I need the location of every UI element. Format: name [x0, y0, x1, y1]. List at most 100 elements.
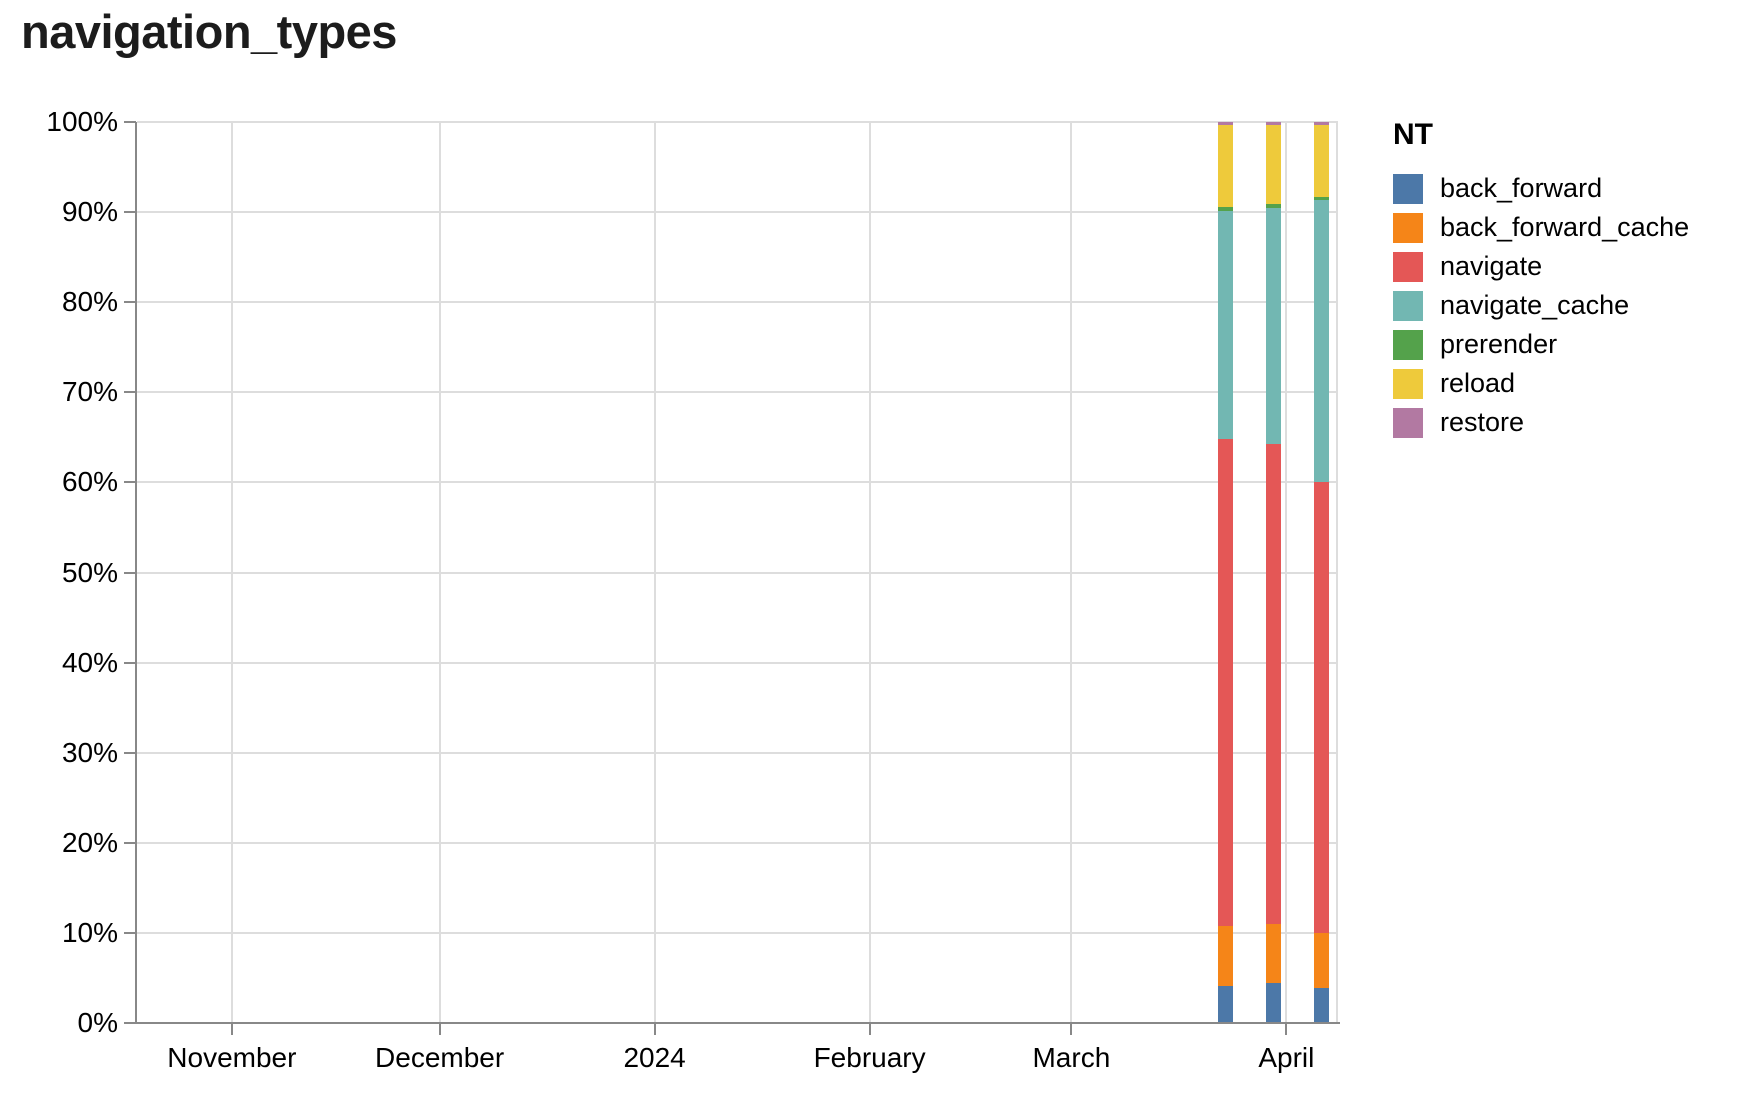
- bar-segment-restore: [1217, 122, 1233, 125]
- y-axis-tick: [124, 481, 136, 484]
- y-axis-tick: [124, 391, 136, 394]
- gridline-vertical: [438, 122, 441, 1023]
- bar-segment-back_forward: [1217, 986, 1233, 1023]
- y-tick-label: 80%: [61, 286, 118, 318]
- bar-segment-back_forward_cache: [1313, 932, 1329, 988]
- legend-item-label: navigate: [1440, 251, 1543, 281]
- gridline-horizontal: [137, 931, 1338, 934]
- y-axis-tick: [124, 1022, 136, 1024]
- bar-segment-restore: [1265, 122, 1281, 125]
- legend-item-back_forward: back_forward: [1393, 169, 1689, 208]
- gridline-vertical: [868, 122, 871, 1023]
- gridline-horizontal: [137, 211, 1338, 214]
- legend-item-label: back_forward_cache: [1440, 212, 1690, 242]
- bar-segment-back_forward_cache: [1217, 925, 1233, 987]
- chart-title: navigation_types: [21, 5, 397, 58]
- legend-swatch-restore: [1393, 407, 1423, 438]
- x-axis-line: [135, 1022, 1340, 1024]
- y-tick-label: 40%: [61, 646, 118, 678]
- bar-segment-navigate_cache: [1265, 207, 1281, 444]
- legend-swatch-reload: [1393, 368, 1423, 399]
- legend-items: back_forward back_forward_cache navigate na…: [1393, 169, 1689, 442]
- legend-item-label: back_forward: [1440, 173, 1603, 203]
- y-tick-label: 70%: [61, 376, 118, 408]
- legend-item-label: navigate_cache: [1440, 290, 1630, 320]
- y-tick-label: 10%: [61, 916, 118, 948]
- legend-swatch-prerender: [1393, 329, 1423, 360]
- gridline-vertical: [653, 122, 656, 1023]
- bar-segment-restore: [1313, 122, 1329, 125]
- x-axis-tick: [230, 1024, 233, 1035]
- bar-segment-reload: [1265, 124, 1281, 204]
- y-tick-label: 50%: [61, 556, 118, 588]
- gridline-vertical: [1285, 122, 1288, 1023]
- gridline-horizontal: [137, 661, 1338, 664]
- legend-item-label: reload: [1440, 368, 1516, 398]
- gridline-horizontal: [137, 841, 1338, 844]
- y-axis-tick: [124, 211, 136, 214]
- plot-area: [137, 121, 1338, 1024]
- y-axis-tick: [124, 931, 136, 934]
- y-tick-label: 90%: [61, 196, 118, 228]
- bar-segment-reload: [1313, 124, 1329, 197]
- y-axis-tick: [124, 661, 136, 664]
- bar-segment-navigate_cache: [1217, 211, 1233, 440]
- bar-segment-navigate: [1313, 482, 1329, 933]
- bar-segment-navigate_cache: [1313, 199, 1329, 483]
- x-tick-label: 2024: [623, 1042, 686, 1073]
- y-tick-label: 100%: [46, 106, 118, 137]
- x-tick-label: February: [813, 1042, 926, 1073]
- x-tick-label: November: [167, 1042, 297, 1073]
- gridline-horizontal: [137, 571, 1338, 574]
- y-tick-label: 20%: [61, 826, 118, 858]
- legend-swatch-navigate_cache: [1393, 290, 1423, 321]
- gridline-vertical: [1070, 122, 1073, 1023]
- y-axis-tick: [124, 841, 136, 844]
- legend-item-restore: restore: [1393, 403, 1689, 442]
- legend-item-back_forward_cache: back_forward_cache: [1393, 208, 1689, 247]
- bar-segment-prerender: [1313, 196, 1329, 200]
- y-tick-label: 0%: [77, 1007, 118, 1038]
- x-tick-label: March: [1032, 1042, 1111, 1073]
- legend-title: NT: [1393, 118, 1433, 151]
- x-tick-label: April: [1258, 1042, 1315, 1073]
- bar-segment-reload: [1217, 124, 1233, 207]
- gridline-horizontal: [137, 121, 1338, 123]
- bar-segment-prerender: [1217, 206, 1233, 212]
- gridline-horizontal: [137, 301, 1338, 304]
- y-axis-tick: [124, 751, 136, 754]
- bar-segment-back_forward: [1265, 983, 1281, 1023]
- bar-segment-navigate: [1217, 439, 1233, 926]
- gridline-horizontal: [137, 751, 1338, 754]
- legend-item-prerender: prerender: [1393, 325, 1689, 364]
- x-axis-tick: [1285, 1024, 1288, 1035]
- y-tick-label: 60%: [61, 466, 118, 498]
- gridline-horizontal: [137, 481, 1338, 484]
- x-axis-tick: [1070, 1024, 1073, 1035]
- legend-item-navigate: navigate: [1393, 247, 1689, 286]
- legend-item-label: restore: [1440, 407, 1525, 437]
- legend-item-label: prerender: [1440, 329, 1558, 359]
- y-axis-tick: [124, 121, 136, 123]
- legend-swatch-navigate: [1393, 251, 1423, 282]
- x-axis-tick: [653, 1024, 656, 1035]
- bar-segment-navigate: [1265, 443, 1281, 924]
- bar-segment-back_forward: [1313, 987, 1329, 1023]
- gridline-vertical-right-edge: [1336, 122, 1338, 1023]
- gridline-vertical: [230, 122, 233, 1023]
- legend-item-navigate_cache: navigate_cache: [1393, 286, 1689, 325]
- y-axis-tick: [124, 301, 136, 304]
- legend-swatch-back_forward: [1393, 173, 1423, 204]
- bar-segment-back_forward_cache: [1265, 923, 1281, 984]
- y-axis-line: [135, 122, 137, 1024]
- bar-stack: [1313, 122, 1329, 1023]
- x-axis-tick: [868, 1024, 871, 1035]
- bar-stack: [1217, 122, 1233, 1023]
- x-axis-tick: [438, 1024, 441, 1035]
- y-axis-tick: [124, 571, 136, 574]
- bar-segment-prerender: [1265, 204, 1281, 208]
- x-tick-label: December: [375, 1042, 505, 1073]
- gridline-horizontal: [137, 391, 1338, 394]
